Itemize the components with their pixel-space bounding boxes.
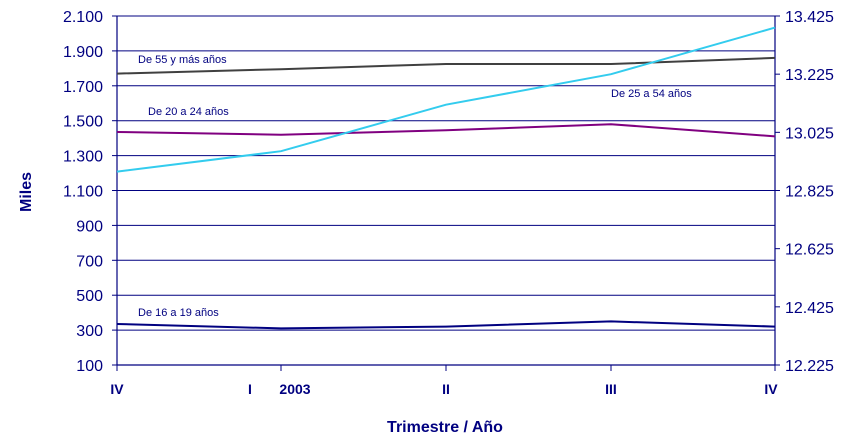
- grid: [117, 15, 775, 366]
- x-tick-label: III: [605, 381, 617, 397]
- x-year-label: 2003: [279, 381, 310, 397]
- left-tick-label: 700: [76, 253, 103, 270]
- series-label: De 25 a 54 años: [611, 88, 692, 100]
- left-tick-label: 100: [76, 358, 103, 375]
- x-tick-label: IV: [764, 381, 778, 397]
- x-tick-label: II: [442, 381, 450, 397]
- right-tick-label: 12.425: [785, 300, 834, 317]
- y-axis-title: Miles: [18, 172, 35, 212]
- left-tick-label: 1.100: [63, 184, 103, 201]
- x-tick-label: IV: [110, 381, 124, 397]
- left-tick-label: 1.300: [63, 149, 103, 166]
- series-line: [116, 26, 776, 173]
- left-tick-label: 1.700: [63, 79, 103, 96]
- right-tick-label: 13.225: [785, 67, 834, 84]
- series-line: [116, 123, 776, 138]
- right-tick-label: 12.625: [785, 242, 834, 259]
- left-tick-label: 1.900: [63, 44, 103, 61]
- series-line: [116, 56, 776, 75]
- left-tick-label: 500: [76, 288, 103, 305]
- series-label: De 16 a 19 años: [138, 307, 219, 319]
- series-line: [116, 320, 776, 330]
- labels: Miles Trimestre / Año 2003 100 300 500 700 9…: [18, 9, 834, 436]
- right-tick-label: 12.225: [785, 358, 834, 375]
- right-tick-label: 13.025: [785, 125, 834, 142]
- series: [116, 26, 776, 330]
- left-tick-label: 900: [76, 218, 103, 235]
- x-axis-title: Trimestre / Año: [387, 419, 503, 436]
- left-tick-label: 1.500: [63, 114, 103, 131]
- x-tick-label: I: [248, 381, 252, 397]
- right-tick-label: 12.825: [785, 184, 834, 201]
- series-label: De 20 a 24 años: [148, 106, 229, 118]
- series-label: De 55 y más años: [138, 54, 227, 66]
- left-tick-label: 300: [76, 323, 103, 340]
- right-tick-label: 13.425: [785, 9, 834, 26]
- left-tick-label: 2.100: [63, 9, 103, 26]
- axes: [112, 15, 780, 371]
